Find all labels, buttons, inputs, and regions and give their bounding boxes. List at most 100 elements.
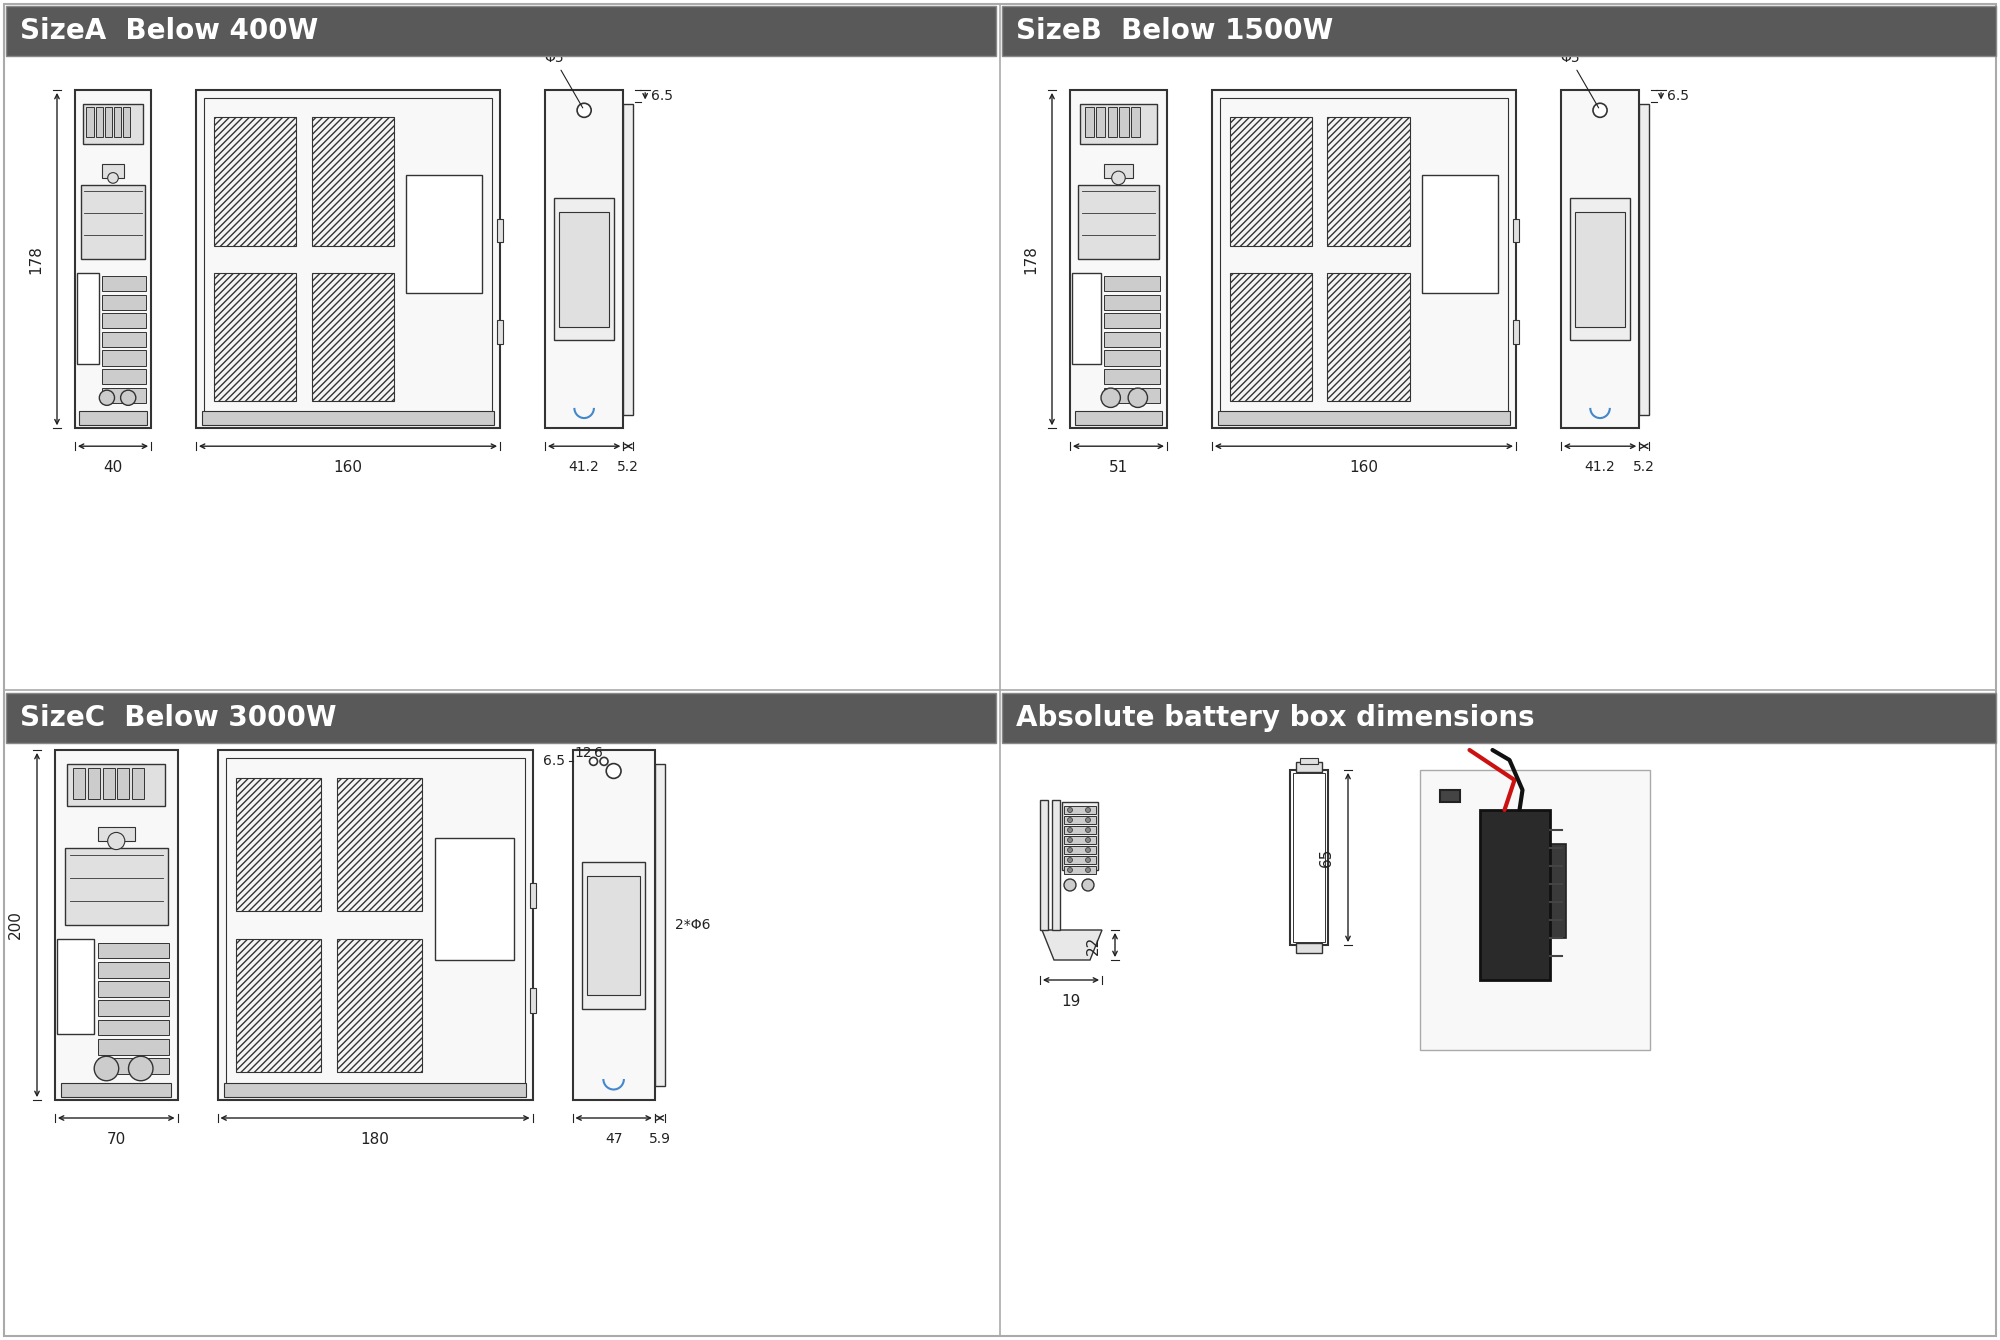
Bar: [1290, 770, 1328, 945]
Bar: [102, 387, 146, 403]
Circle shape: [120, 390, 136, 406]
Circle shape: [1102, 389, 1120, 407]
Bar: [64, 848, 168, 925]
Bar: [1212, 90, 1516, 429]
Circle shape: [1068, 858, 1072, 863]
Bar: [554, 198, 614, 340]
Bar: [98, 981, 168, 997]
Text: 70: 70: [106, 1132, 126, 1147]
Bar: [1084, 107, 1094, 137]
Bar: [1002, 693, 1996, 742]
Text: 160: 160: [334, 460, 362, 476]
Bar: [204, 98, 492, 421]
Text: 2*Φ6: 2*Φ6: [676, 918, 710, 933]
Bar: [1570, 198, 1630, 340]
Bar: [202, 411, 494, 425]
Circle shape: [1068, 847, 1072, 852]
Bar: [1104, 387, 1160, 403]
Bar: [196, 90, 500, 429]
Circle shape: [1128, 389, 1148, 407]
Text: SizeB  Below 1500W: SizeB Below 1500W: [1016, 17, 1334, 46]
Bar: [6, 5, 996, 56]
Bar: [560, 212, 610, 327]
Bar: [312, 117, 394, 245]
Bar: [1218, 411, 1510, 425]
Bar: [1064, 866, 1096, 874]
Bar: [406, 174, 482, 293]
Bar: [102, 369, 146, 385]
Bar: [62, 1083, 172, 1096]
Bar: [1064, 846, 1096, 854]
Bar: [56, 750, 178, 1100]
Circle shape: [94, 1056, 118, 1081]
Bar: [74, 768, 86, 799]
Bar: [226, 758, 524, 1092]
Circle shape: [1112, 172, 1126, 185]
Bar: [1512, 218, 1518, 243]
Bar: [1096, 107, 1106, 137]
Bar: [654, 764, 666, 1085]
Circle shape: [108, 173, 118, 184]
Bar: [1296, 762, 1322, 772]
Circle shape: [1086, 808, 1090, 812]
Bar: [1064, 816, 1096, 824]
Bar: [1062, 803, 1098, 870]
Bar: [1078, 185, 1160, 259]
Circle shape: [1068, 808, 1072, 812]
Bar: [1560, 90, 1640, 429]
Text: Absolute battery box dimensions: Absolute battery box dimensions: [1016, 704, 1534, 732]
Text: 180: 180: [360, 1132, 390, 1147]
Bar: [76, 90, 152, 429]
Bar: [98, 962, 168, 977]
Bar: [496, 320, 504, 343]
Circle shape: [1068, 867, 1072, 872]
Bar: [1040, 800, 1048, 930]
Bar: [224, 1083, 526, 1096]
Text: 47: 47: [604, 1132, 622, 1146]
Bar: [1328, 117, 1410, 245]
Text: 65: 65: [1320, 848, 1334, 867]
Bar: [312, 272, 394, 401]
Bar: [132, 768, 144, 799]
Bar: [1052, 800, 1060, 930]
Bar: [86, 107, 94, 137]
Bar: [1230, 272, 1312, 401]
Circle shape: [128, 1056, 152, 1081]
Bar: [1422, 174, 1498, 293]
Bar: [1070, 90, 1166, 429]
Bar: [338, 779, 422, 911]
Bar: [338, 939, 422, 1072]
Text: 41.2: 41.2: [568, 460, 600, 474]
Bar: [78, 411, 148, 425]
Bar: [1064, 836, 1096, 844]
Text: 160: 160: [1350, 460, 1378, 476]
Text: 5.9: 5.9: [648, 1132, 670, 1146]
Bar: [1132, 107, 1140, 137]
Bar: [1640, 103, 1650, 414]
Circle shape: [1086, 858, 1090, 863]
Bar: [1104, 351, 1160, 366]
Bar: [1104, 165, 1132, 178]
Bar: [102, 332, 146, 347]
Circle shape: [1086, 838, 1090, 843]
Circle shape: [108, 832, 124, 850]
Text: 178: 178: [1024, 245, 1038, 273]
Bar: [114, 107, 122, 137]
Bar: [1002, 5, 1996, 56]
Bar: [1104, 369, 1160, 385]
Bar: [98, 1038, 168, 1055]
Bar: [118, 768, 130, 799]
Bar: [588, 876, 640, 996]
Bar: [214, 272, 296, 401]
Text: SizeC  Below 3000W: SizeC Below 3000W: [20, 704, 336, 732]
Bar: [58, 939, 94, 1033]
Text: 41.2: 41.2: [1584, 460, 1616, 474]
Circle shape: [1064, 879, 1076, 891]
Circle shape: [1086, 828, 1090, 832]
Bar: [98, 1059, 168, 1073]
Bar: [98, 827, 134, 842]
Bar: [1080, 103, 1158, 145]
Bar: [1512, 320, 1518, 343]
Bar: [530, 988, 536, 1013]
Bar: [1108, 107, 1118, 137]
